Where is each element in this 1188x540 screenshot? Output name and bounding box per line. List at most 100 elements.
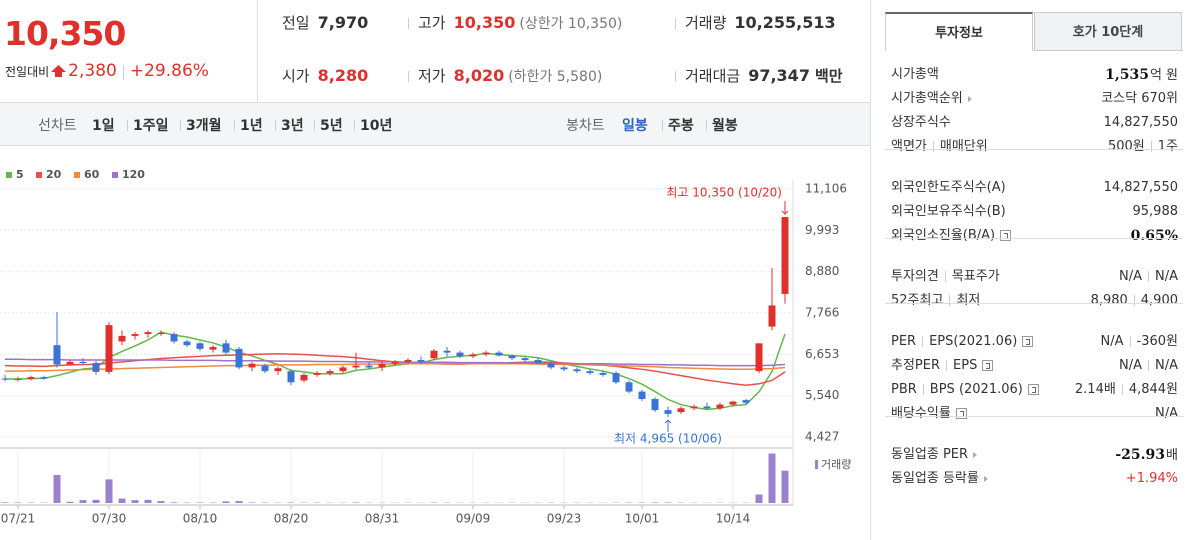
row-label: 52주최고 최저 (891, 292, 980, 310)
candle-body (586, 371, 594, 374)
toolbar-option[interactable]: 10년 (360, 118, 393, 134)
candle-body (677, 408, 685, 413)
candle-body (482, 352, 490, 355)
candle-body (274, 368, 282, 372)
row-label: 배당수익률 (891, 405, 967, 423)
toolbar-option[interactable]: 월봉 (712, 118, 738, 134)
separator (1133, 295, 1135, 306)
value-part: 2.14배 (1074, 382, 1116, 397)
candle-body (638, 391, 646, 400)
candle-body (209, 347, 217, 350)
arrow-icon (973, 451, 978, 458)
candle-body (248, 363, 256, 368)
label-part: 목표주가 (951, 269, 1000, 284)
label-part: 최저 (956, 293, 981, 308)
candle-body (131, 334, 139, 336)
value-part: 14,827,550 (1103, 180, 1178, 195)
separator (408, 18, 409, 29)
candle-body (495, 352, 503, 356)
y-tick-label: 5,540 (805, 388, 839, 402)
stat-unit: 백만 (814, 67, 843, 85)
candle-body (768, 305, 776, 327)
section-divider (885, 416, 1183, 417)
row-value: -25.93배 (1115, 446, 1178, 465)
separator (354, 120, 355, 131)
value-part: N/A (1155, 358, 1178, 373)
candle-body (326, 371, 334, 374)
separator (675, 18, 676, 29)
candle-body (352, 365, 360, 368)
volume-bar (79, 500, 87, 503)
candle-body (235, 348, 243, 368)
row-value: N/A (1155, 405, 1178, 423)
quote-header: 10,350 전일대비 2,380 +29.86% 전일 7,970 고가 10,350(… (0, 0, 870, 103)
candle-body (599, 373, 607, 375)
candle-body (144, 332, 152, 335)
help-icon[interactable] (1022, 336, 1034, 347)
label-part: EPS(2021.06) (929, 334, 1018, 349)
row-label: 상장주식수 (891, 114, 951, 132)
row-value: 코스닥 670위 (1101, 90, 1178, 108)
row-label: PER EPS(2021.06) (891, 333, 1034, 351)
high-arrow (781, 201, 789, 215)
candle-body (66, 361, 74, 365)
tab[interactable]: 투자정보 (885, 12, 1033, 51)
value-part: N/A (1155, 269, 1178, 284)
value-part: N/A (1100, 334, 1124, 349)
candle-body (742, 400, 750, 403)
value-part: 8,980 (1090, 293, 1128, 308)
separator (275, 120, 276, 131)
toolbar-option[interactable]: 일봉 (622, 118, 648, 134)
row-label: 투자의견 목표주가 (891, 268, 1000, 286)
separator (127, 120, 128, 131)
value-part: -360원 (1136, 334, 1178, 349)
separator (944, 271, 946, 282)
candle-body (430, 350, 438, 359)
help-icon[interactable] (1000, 230, 1012, 241)
toolbar-option[interactable]: 5년 (320, 118, 343, 134)
label-part: 추정PER (891, 358, 941, 373)
stock-chart: 11,106 9,993 8,880 7,766 6,653 5,540 4,427 07/2… (0, 168, 851, 526)
help-icon[interactable] (1027, 384, 1039, 395)
volume-bar (768, 453, 776, 503)
help-icon[interactable] (982, 360, 994, 371)
stat-value: 10,255,513 (734, 13, 836, 32)
toolbar-option[interactable]: 주봉 (668, 118, 694, 134)
row-label: 시가총액순위 (891, 90, 972, 108)
candle-body (222, 343, 230, 353)
toolbar-option[interactable]: 1일 (92, 118, 115, 134)
separator (675, 71, 676, 82)
candle-body (443, 350, 451, 353)
current-price: 10,350 (4, 14, 126, 53)
row-label: PBR BPS (2021.06) (891, 381, 1039, 399)
toolbar-option[interactable]: 3년 (281, 118, 304, 134)
candle-body (469, 354, 477, 357)
label-part: 외국인소진율(B/A) (891, 228, 996, 243)
row-value: 2.14배 4,844원 (1075, 381, 1178, 399)
value-part: -25.93 (1115, 447, 1166, 463)
candle-body (79, 361, 87, 363)
stat-label: 시가 (282, 67, 310, 85)
candle-body (92, 362, 100, 372)
candle-body (14, 378, 22, 380)
legend-swatch (6, 172, 12, 178)
stat-value: 10,350 (453, 13, 516, 32)
toolbar-option[interactable]: 3개월 (186, 118, 222, 134)
separator (1148, 271, 1149, 282)
candle-body (1, 378, 9, 380)
candle-body (391, 361, 399, 364)
tab[interactable]: 호가 10단계 (1034, 12, 1182, 51)
volume-bar (1, 502, 9, 503)
toolbar-option[interactable]: 1주일 (133, 118, 169, 134)
volume-bar (222, 501, 230, 503)
row-value: N/A N/A (1119, 357, 1178, 375)
row-value: 14,827,550 (1104, 114, 1178, 132)
toolbar-option[interactable]: 1년 (240, 118, 263, 134)
label-part: 매매단위 (939, 139, 988, 154)
volume-bar (131, 500, 139, 503)
help-icon[interactable] (955, 408, 967, 419)
candle-body (261, 365, 269, 372)
stat-label: 고가 (418, 14, 446, 32)
candle-body (625, 382, 633, 392)
